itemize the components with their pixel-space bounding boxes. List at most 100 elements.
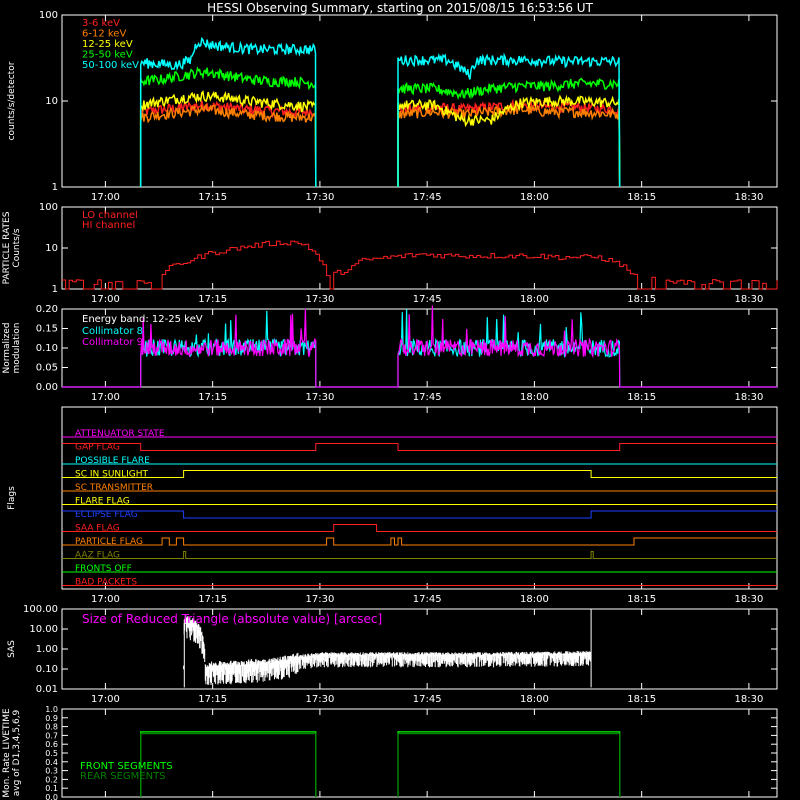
particle-rates-xtick-label: 18:30 — [734, 294, 763, 305]
livetime-ytick-label: 0.8 — [45, 723, 58, 732]
flag-label: ECLIPSE FLAG — [75, 510, 138, 520]
series-6-12-kev — [139, 103, 317, 188]
sas-xtick-label: 17:00 — [91, 694, 120, 705]
particle-rates-ylabel: PARTICLE RATESCounts/s — [2, 211, 22, 284]
flag-line-eclipse-flag — [62, 510, 777, 519]
flags-ylabel: Flags — [7, 486, 17, 510]
count-rates-xtick-label: 17:15 — [198, 192, 227, 203]
modulation-xtick-label: 17:00 — [91, 392, 120, 403]
sas-annotation: Size of Reduced Triangle (absolute value… — [82, 612, 382, 626]
particle-rates-ytick-label: 100 — [39, 202, 58, 213]
series-lo-channel — [62, 240, 778, 290]
sas-ytick-label: 0.10 — [36, 664, 58, 675]
flags-xtick-label: 17:45 — [413, 594, 442, 605]
count-rates-xtick-label: 17:00 — [91, 192, 120, 203]
flag-line-gap-flag — [62, 443, 777, 451]
flag-line-particle-flag — [62, 537, 777, 546]
livetime-ytick-label: 0.2 — [45, 775, 58, 784]
count-rates-legend-entry: 25-50 keV — [82, 50, 133, 61]
page-title: HESSI Observing Summary, starting on 201… — [207, 1, 593, 15]
flag-label: SAA FLAG — [75, 524, 120, 534]
count-rates-ytick-label: 1 — [52, 182, 58, 193]
flag-line-sc-in-sunlight — [62, 470, 777, 478]
series-12-25-kev — [139, 90, 317, 188]
series-25-50-kev — [139, 66, 317, 188]
series-12-25-kev — [397, 94, 621, 188]
modulation-xtick-label: 18:00 — [520, 392, 549, 403]
series-reduced-triangle — [183, 609, 592, 688]
count-rates-xtick-label: 18:15 — [627, 192, 656, 203]
panels: 17:00 17:15 17:30 17:45 18:00 18:15 18:3011010… — [2, 10, 778, 800]
series-collimator-9 — [62, 305, 777, 388]
flags-xtick-label: 17:30 — [305, 594, 334, 605]
flags-xtick-label: 18:15 — [627, 594, 656, 605]
modulation-xtick-label: 18:15 — [627, 392, 656, 403]
modulation-legend-entry: Collimator 9 — [82, 337, 143, 348]
livetime-legend-entry: FRONT SEGMENTS — [80, 761, 173, 772]
flag-label: POSSIBLE FLARE — [75, 456, 150, 466]
flag-line-aaz-flag — [62, 551, 777, 559]
series-rear-segments — [140, 733, 317, 797]
count-rates-ytick-label: 100 — [39, 10, 58, 21]
particle-rates-ytick-label: 1 — [52, 284, 58, 295]
particle-rates-xtick-label: 17:15 — [198, 294, 227, 305]
modulation-ytick-label: 0.20 — [36, 304, 58, 315]
livetime-ytick-label: 0.3 — [45, 767, 58, 776]
sas-xtick-label: 17:45 — [413, 694, 442, 705]
flag-label: AAZ FLAG — [75, 551, 120, 561]
sas-xtick-label: 18:30 — [734, 694, 763, 705]
sas-xtick-label: 17:15 — [198, 694, 227, 705]
particle-rates-xtick-label: 18:15 — [627, 294, 656, 305]
flag-line-saa-flag — [62, 524, 777, 532]
livetime-ytick-label: 0.7 — [45, 731, 58, 740]
particle-rates-ytick-label: 10 — [45, 243, 58, 254]
livetime-panel: 17:0017:1517:3017:4518:0018:1518:300.00.… — [2, 705, 778, 800]
flag-label: GAP FLAG — [75, 443, 120, 453]
flags-xtick-label: 18:30 — [734, 594, 763, 605]
particle-rates-panel: 17:00 17:15 17:30 17:45 18:00 18:15 18:30 1 10 10… — [2, 202, 778, 305]
livetime-ytick-label: 1.0 — [45, 705, 58, 714]
flags-xtick-label: 17:15 — [198, 594, 227, 605]
count-rates-xtick-label: 18:30 — [734, 192, 763, 203]
count-rates-legend-entry: 6-12 keV — [82, 29, 126, 40]
series-3-6-kev — [139, 100, 317, 188]
particle-rates-xtick-label: 18:00 — [520, 294, 549, 305]
series-25-50-kev — [397, 77, 621, 188]
modulation-xtick-label: 17:30 — [305, 392, 334, 403]
livetime-ytick-label: 0.1 — [45, 784, 58, 793]
livetime-ytick-label: 0.9 — [45, 714, 58, 723]
livetime-ytick-label: 0.5 — [45, 749, 58, 758]
flags-xtick-label: 18:00 — [520, 594, 549, 605]
modulation-legend-entry: Collimator 8 — [82, 326, 143, 337]
sas-panel: 17:00 17:15 17:30 17:45 18:00 18:15 18:30 0.01 0… — [7, 604, 778, 705]
flags-xtick-label: 17:00 — [91, 594, 120, 605]
count-rates-ylabel: counts/s/detector — [7, 61, 17, 140]
particle-rates-xtick-label: 17:00 — [91, 294, 120, 305]
count-rates-legend-entry: 12-25 keV — [82, 39, 133, 50]
flag-label: SC TRANSMITTER — [75, 483, 153, 493]
sas-xtick-label: 18:00 — [520, 694, 549, 705]
livetime-ytick-label: 0.0 — [45, 793, 58, 800]
modulation-annotation: Energy band: 12-25 keV — [82, 314, 203, 325]
livetime-ylabel: Mon. Rate LIVETIMEavg of D1,3,4,5,6,9 — [2, 708, 22, 798]
sas-ytick-label: 100.00 — [23, 604, 58, 615]
modulation-ylabel: Normalizedmodulation — [2, 322, 22, 373]
modulation-ytick-label: 0.10 — [36, 343, 58, 354]
sas-ytick-label: 0.01 — [36, 684, 58, 695]
count-rates-panel: 17:00 17:15 17:30 17:45 18:00 18:15 18:30 1 10 10… — [7, 10, 778, 203]
sas-ytick-label: 10.00 — [29, 624, 58, 635]
count-rates-xtick-label: 17:30 — [305, 192, 334, 203]
livetime-ytick-label: 0.6 — [45, 740, 58, 749]
count-rates-legend-entry: 3-6 keV — [82, 18, 120, 29]
count-rates-legend-entry: 50-100 keV — [82, 60, 139, 71]
particle-rates-xtick-label: 17:45 — [413, 294, 442, 305]
livetime-ytick-label: 0.4 — [45, 758, 58, 767]
particle-rates-legend-entry: HI channel — [82, 220, 135, 231]
particle-rates-legend-entry: LO channel — [82, 210, 138, 221]
flag-label: PARTICLE FLAG — [75, 537, 143, 547]
sas-ylabel: SAS — [7, 640, 17, 658]
series-rear-segments — [397, 733, 621, 797]
series-50-100-kev — [139, 36, 317, 188]
livetime-legend-entry: REAR SEGMENTS — [80, 771, 166, 782]
